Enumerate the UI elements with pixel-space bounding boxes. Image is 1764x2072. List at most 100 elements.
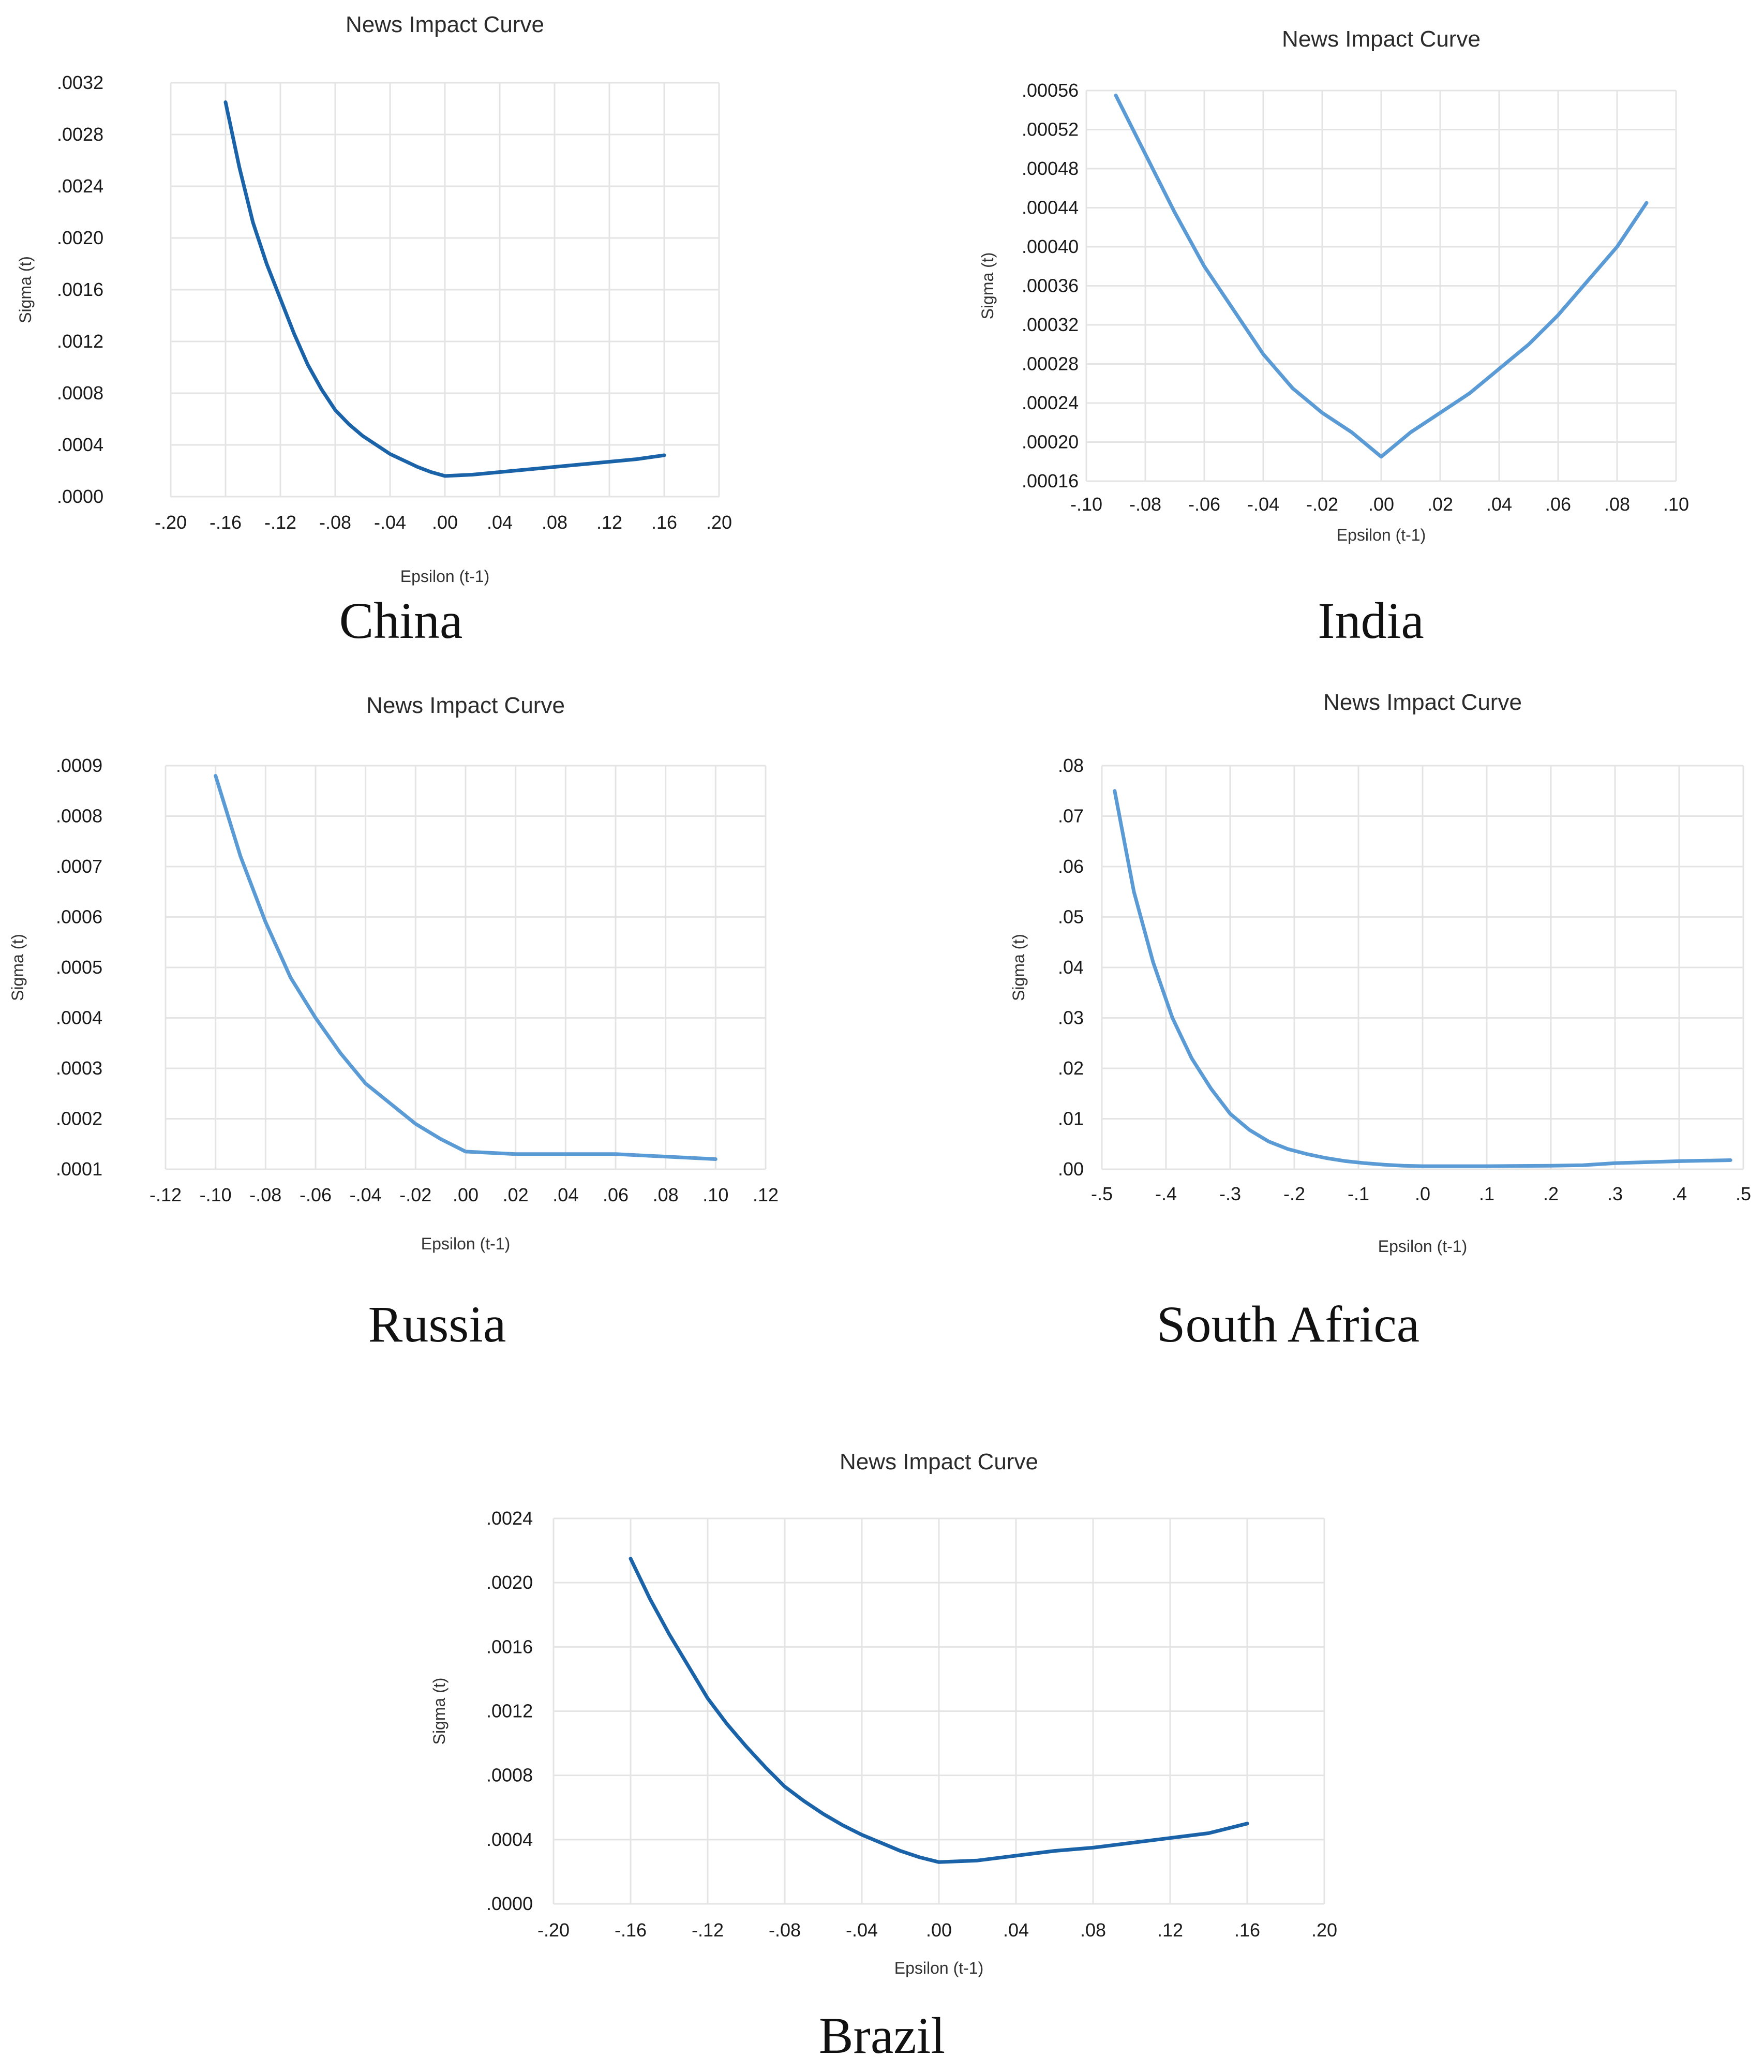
x-tick-label: -.08 [1129,494,1161,515]
x-tick-label: .04 [1003,1919,1029,1941]
y-tick-label: .00036 [1022,275,1079,296]
x-tick-label: -.16 [210,512,242,533]
y-axis-label: Sigma (t) [430,1678,449,1745]
data-point [1292,387,1293,389]
data-point [1499,368,1500,369]
y-tick-label: .0006 [56,906,102,928]
x-tick-label: .20 [1311,1919,1337,1941]
data-point [1440,412,1441,413]
data-point [252,222,253,223]
data-point [1383,1164,1385,1166]
caption-south-africa: South Africa [1156,1295,1420,1353]
data-point [1093,1847,1094,1849]
x-axis-label: Epsilon (t-1) [400,567,490,586]
x-tick-label: .04 [1486,494,1512,515]
data-point [687,1665,689,1667]
caption-china: China [339,592,463,649]
y-tick-label: .0008 [57,382,103,404]
data-point [1145,153,1146,155]
y-tick-label: .00040 [1022,236,1079,257]
y-tick-label: .0012 [486,1701,533,1722]
data-point [919,1856,920,1858]
x-tick-label: .08 [1080,1919,1106,1941]
y-tick-label: .0016 [486,1636,533,1657]
x-tick-label: .2 [1543,1183,1559,1204]
x-tick-label: .02 [1427,494,1453,515]
data-point [515,1153,516,1155]
data-point [615,1153,616,1155]
data-point [1268,1141,1269,1142]
y-tick-label: .01 [1058,1108,1084,1129]
data-point [430,471,432,473]
data-point [1114,790,1115,792]
data-point [1133,891,1134,892]
y-tick-label: .03 [1058,1007,1084,1028]
chart-china: News Impact Curve -.20 -.16 -.12 -.08 -.04 .00… [16,12,732,586]
gridlines [1085,90,1677,482]
data-point [225,101,226,103]
data-point [307,364,308,365]
data-point [609,461,610,463]
x-tick-label: .08 [653,1184,679,1205]
x-tick-label: -.16 [615,1919,647,1941]
data-point [1730,1159,1731,1161]
data-point [1249,1129,1250,1130]
data-point [1345,1160,1347,1162]
data-point [665,1156,666,1157]
data-point [842,1824,843,1826]
data-point [390,1103,391,1105]
data-point [240,856,241,857]
caption-brazil: Brazil [818,2007,946,2064]
x-tick-label: -.12 [150,1184,182,1205]
data-point [1614,1162,1616,1164]
data-point [527,469,528,470]
data-point [365,1083,366,1084]
data-point [1402,1165,1404,1167]
y-tick-label: .0032 [57,72,103,93]
x-tick-label: .16 [651,512,677,533]
x-tick-label: -.20 [155,512,187,533]
x-tick-label: -.1 [1348,1183,1369,1204]
x-tick-label: -.4 [1155,1183,1177,1204]
data-point [417,466,418,468]
x-tick-label: -.5 [1091,1183,1113,1204]
data-point [1582,1165,1583,1166]
series-line [214,774,717,1161]
data-point [630,1558,631,1559]
data-point [745,1746,747,1747]
data-point [1015,1855,1016,1856]
y-tick-label: .00024 [1022,392,1079,413]
chart-south-africa: News Impact Curve -.5 -.4 -.3 -.2 -.1 .0 .1 .2 .3… [1009,690,1751,1256]
data-point [664,455,665,456]
x-tick-label: .04 [487,512,513,533]
gridlines [165,765,767,1170]
y-tick-label: .00016 [1022,470,1079,491]
x-axis-label: Epsilon (t-1) [1337,526,1426,544]
x-tick-label: .06 [1545,494,1571,515]
chart-title: News Impact Curve [346,12,544,37]
data-point [315,1017,316,1019]
data-point [335,409,336,411]
x-tick-label: .06 [603,1184,629,1205]
data-point [215,775,216,777]
x-tick-label: -.04 [350,1184,382,1205]
data-point [1170,1837,1171,1839]
data-point [340,1052,341,1054]
data-point [280,298,281,300]
data-point [1550,1165,1551,1167]
data-point [900,1850,901,1852]
data-point [390,453,391,455]
x-tick-label: .00 [453,1184,479,1205]
y-tick-label: .0007 [56,856,102,877]
x-tick-label: .12 [1157,1919,1183,1941]
x-tick-label: .16 [1234,1919,1260,1941]
y-tick-label: .00052 [1022,119,1079,140]
data-point [1287,1149,1289,1150]
gridlines [170,82,720,498]
y-axis-label: Sigma (t) [8,934,27,1001]
gridlines [552,1517,1325,1905]
x-tick-label: -.02 [399,1184,431,1205]
data-point [1381,456,1382,457]
data-point [1172,1017,1173,1019]
data-point [823,1813,824,1815]
